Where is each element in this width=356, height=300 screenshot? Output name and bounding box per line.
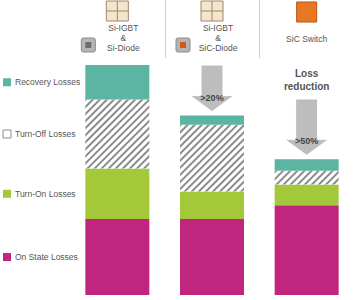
svg-text:&: & <box>120 33 126 43</box>
svg-text:reduction: reduction <box>284 81 330 92</box>
svg-text:Si-IGBT: Si-IGBT <box>203 23 233 33</box>
svg-text:Si-IGBT: Si-IGBT <box>108 23 138 33</box>
svg-text:On State Losses: On State Losses <box>15 252 78 262</box>
svg-text:SiC-Diode: SiC-Diode <box>199 43 238 53</box>
svg-text:Recovery Losses: Recovery Losses <box>15 77 80 87</box>
svg-text:Si-Diode: Si-Diode <box>107 43 140 53</box>
svg-text:SiC Switch: SiC Switch <box>286 34 327 44</box>
svg-text:>50%: >50% <box>295 136 318 146</box>
svg-text:>20%: >20% <box>200 93 223 103</box>
svg-text:Loss: Loss <box>295 68 319 79</box>
svg-text:Turn-On Losses: Turn-On Losses <box>15 189 76 199</box>
svg-text:&: & <box>215 33 221 43</box>
svg-text:Turn-Off Losses: Turn-Off Losses <box>15 129 75 139</box>
